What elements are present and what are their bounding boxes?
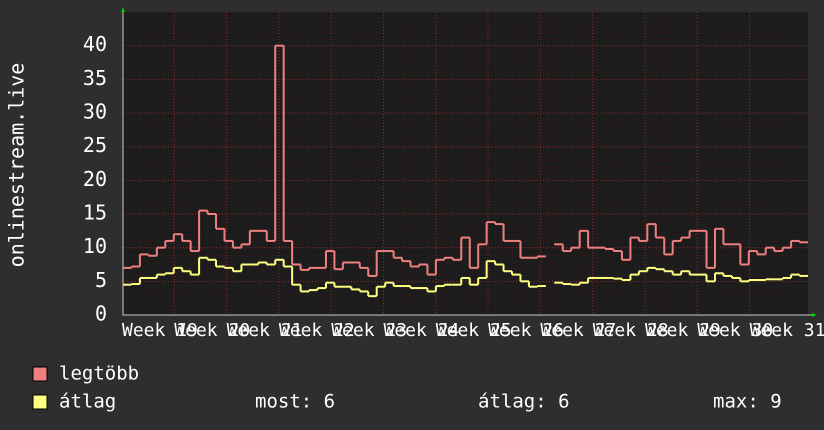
legend-label: legtöbb xyxy=(59,363,139,385)
x-tick-label: Week 21 xyxy=(227,320,303,341)
x-tick-label: Week 30 xyxy=(697,320,773,341)
y-tick-label: 5 xyxy=(95,268,107,292)
minor-grid xyxy=(123,12,808,315)
x-tick-label: Week 26 xyxy=(488,320,564,341)
x-tick-label: Week 19 xyxy=(122,320,198,341)
legend-label: átlag xyxy=(59,391,116,413)
x-tick-label: Week 31 xyxy=(750,320,824,341)
y-tick-label: 30 xyxy=(83,100,107,124)
x-tick-label: Week 24 xyxy=(384,320,460,341)
stat: max: 9 xyxy=(713,391,782,413)
x-tick-label: Week 27 xyxy=(540,320,616,341)
x-tick-label: Week 23 xyxy=(331,320,407,341)
stat: átlag: 6 xyxy=(478,391,570,413)
y-tick-label: 10 xyxy=(83,234,107,258)
y-tick-label: 20 xyxy=(83,167,107,191)
x-tick-label: Week 28 xyxy=(593,320,669,341)
y-tick-label: 15 xyxy=(83,201,107,225)
y-tick-label: 25 xyxy=(83,133,107,157)
x-tick-label: Week 25 xyxy=(436,320,512,341)
x-tick-label: Week 20 xyxy=(174,320,250,341)
y-tick-label: 35 xyxy=(83,66,107,90)
y-tick-label: 0 xyxy=(95,302,107,326)
axis-arrow xyxy=(121,7,125,12)
y-tick-label: 40 xyxy=(83,32,107,56)
legend-swatch xyxy=(32,394,48,410)
x-tick-label: Week 29 xyxy=(645,320,721,341)
x-tick-label: Week 22 xyxy=(279,320,355,341)
axis-arrow xyxy=(812,313,817,317)
y-axis-label: onlinestream.live xyxy=(5,63,29,268)
stat: most: 6 xyxy=(255,391,335,413)
legend-swatch xyxy=(32,366,48,382)
